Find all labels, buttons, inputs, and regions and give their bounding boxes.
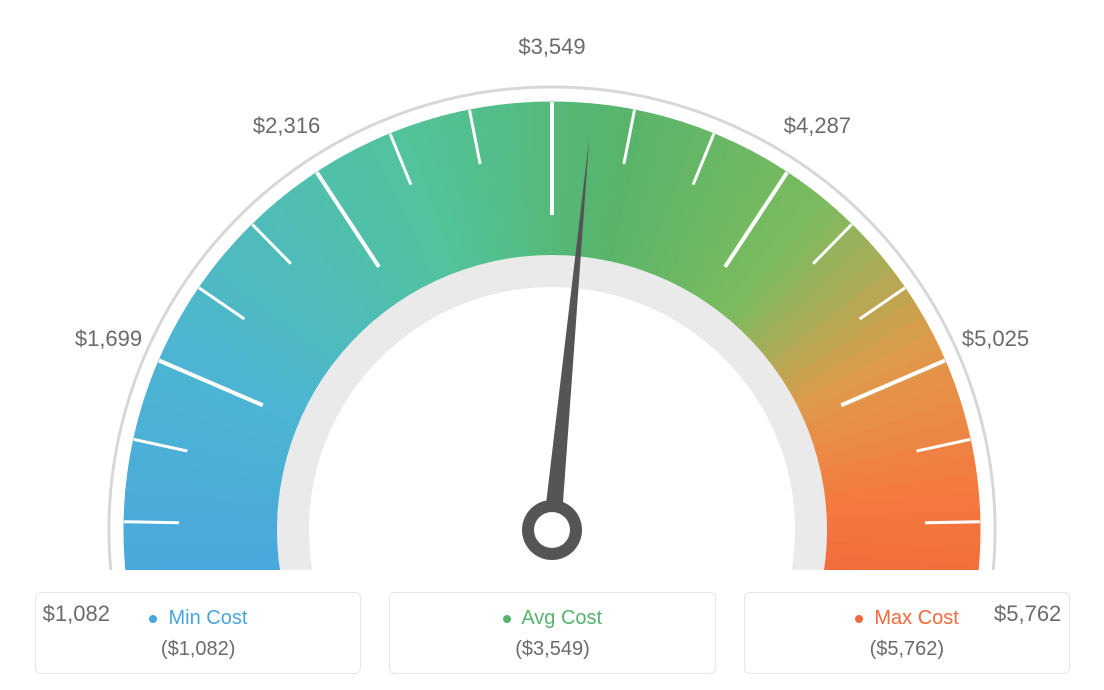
legend-max-value: ($5,762) [745, 638, 1069, 661]
legend-min-value: ($1,082) [36, 638, 360, 661]
legend-min-title: Min Cost [36, 607, 360, 630]
legend-max-label: Max Cost [874, 607, 958, 629]
gauge-tick-label: $1,699 [75, 326, 142, 352]
gauge-svg [0, 0, 1104, 570]
gauge-tick-label: $5,025 [962, 326, 1029, 352]
legend-avg-label: Avg Cost [521, 607, 602, 629]
legend-max-title: Max Cost [745, 607, 1069, 630]
cost-gauge: $1,082$1,699$2,316$3,549$4,287$5,025$5,7… [0, 0, 1104, 570]
legend-avg-value: ($3,549) [390, 638, 714, 661]
dot-icon [149, 615, 157, 623]
legend-avg-title: Avg Cost [390, 607, 714, 630]
gauge-tick-label: $4,287 [784, 113, 851, 139]
legend-avg-card: Avg Cost ($3,549) [389, 592, 715, 674]
gauge-tick-label: $3,549 [518, 34, 585, 60]
legend-max-card: Max Cost ($5,762) [744, 592, 1070, 674]
legend-row: Min Cost ($1,082) Avg Cost ($3,549) Max … [35, 592, 1070, 674]
legend-min-label: Min Cost [168, 607, 247, 629]
legend-min-card: Min Cost ($1,082) [35, 592, 361, 674]
dot-icon [503, 615, 511, 623]
dot-icon [855, 615, 863, 623]
gauge-tick-label: $2,316 [253, 113, 320, 139]
